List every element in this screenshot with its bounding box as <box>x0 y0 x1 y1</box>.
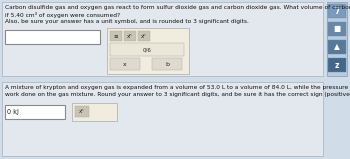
Text: ▲: ▲ <box>334 42 340 52</box>
FancyBboxPatch shape <box>328 22 346 36</box>
FancyBboxPatch shape <box>124 31 136 41</box>
Text: Carbon disulfide gas and oxygen gas react to form sulfur dioxide gas and carbon : Carbon disulfide gas and oxygen gas reac… <box>5 5 350 10</box>
Text: 7: 7 <box>334 7 340 15</box>
FancyBboxPatch shape <box>5 30 100 44</box>
FancyBboxPatch shape <box>2 82 323 156</box>
FancyBboxPatch shape <box>327 2 347 76</box>
Text: A mixture of krypton and oxygen gas is expanded from a volume of 53.0 L to a vol: A mixture of krypton and oxygen gas is e… <box>5 85 350 90</box>
Text: z: z <box>335 61 339 69</box>
Text: xⁿ: xⁿ <box>141 34 147 38</box>
Text: ≡: ≡ <box>114 34 118 38</box>
Text: xⁿ: xⁿ <box>79 109 85 114</box>
FancyBboxPatch shape <box>328 58 346 72</box>
Text: 0/6: 0/6 <box>142 47 152 52</box>
FancyBboxPatch shape <box>107 28 189 74</box>
FancyBboxPatch shape <box>75 106 89 117</box>
Text: 0 kJ: 0 kJ <box>7 109 19 115</box>
FancyBboxPatch shape <box>110 31 122 41</box>
FancyBboxPatch shape <box>138 31 150 41</box>
Text: b: b <box>165 62 169 66</box>
Text: xⁿ: xⁿ <box>127 34 133 38</box>
FancyBboxPatch shape <box>2 2 323 76</box>
Text: ■: ■ <box>333 24 341 34</box>
FancyBboxPatch shape <box>110 43 184 56</box>
FancyBboxPatch shape <box>328 40 346 54</box>
FancyBboxPatch shape <box>328 4 346 18</box>
Text: if 5.40 cm³ of oxygen were consumed?: if 5.40 cm³ of oxygen were consumed? <box>5 12 120 18</box>
FancyBboxPatch shape <box>152 58 182 70</box>
Text: x: x <box>123 62 127 66</box>
FancyBboxPatch shape <box>110 58 140 70</box>
FancyBboxPatch shape <box>5 105 65 119</box>
Text: Also, be sure your answer has a unit symbol, and is rounded to 3 significant dig: Also, be sure your answer has a unit sym… <box>5 19 249 24</box>
Text: work done on the gas mixture. Round your answer to 3 significant digits, and be : work done on the gas mixture. Round your… <box>5 92 350 97</box>
FancyBboxPatch shape <box>72 103 117 121</box>
